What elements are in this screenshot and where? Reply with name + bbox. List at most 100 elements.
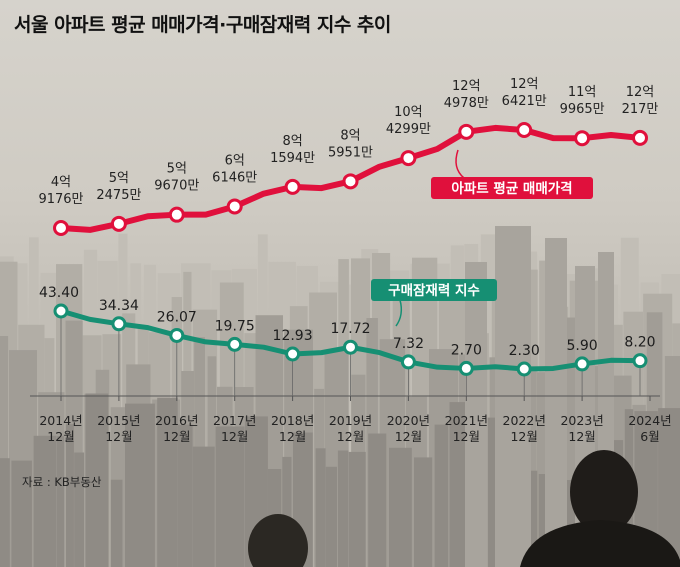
x-tick-label: 2020년 12월 xyxy=(387,413,430,444)
index-point xyxy=(574,356,590,372)
building xyxy=(110,479,123,567)
building xyxy=(33,435,57,567)
index-data-label: 7.32 xyxy=(393,336,424,352)
price-data-label: 4억 9176만 xyxy=(38,175,83,207)
city-background xyxy=(0,226,680,567)
index-data-label: 5.90 xyxy=(567,338,598,354)
index-data-label: 19.75 xyxy=(215,318,255,334)
building xyxy=(414,457,433,567)
building xyxy=(85,393,109,567)
price-callout-line xyxy=(455,149,465,179)
index-legend-label: 구매잠재력 지수 xyxy=(388,282,480,299)
index-callout-line xyxy=(395,299,403,327)
index-data-label: 2.30 xyxy=(509,343,540,359)
price-point xyxy=(226,198,243,215)
x-tick-label: 2019년 12월 xyxy=(329,413,372,444)
price-legend-box xyxy=(431,177,593,199)
building xyxy=(0,458,10,567)
price-data-label: 6억 6146만 xyxy=(212,153,257,185)
building xyxy=(434,424,449,567)
x-tick-label: 2018년 12월 xyxy=(271,413,314,444)
x-tick-label: 2016년 12월 xyxy=(155,413,198,444)
price-point xyxy=(574,130,591,147)
x-tick-label: 2014년 12월 xyxy=(39,413,82,444)
index-series: 43.40 34.34 26.07 19.75 12.93 17.72 7.32 2.70 2.… xyxy=(39,279,656,396)
price-point xyxy=(516,122,533,138)
building xyxy=(368,433,387,567)
x-tick-label: 2017년 12월 xyxy=(213,413,256,444)
index-legend-box xyxy=(371,279,497,301)
x-tick-label: 2022년 12월 xyxy=(503,413,546,444)
price-data-label: 8억 1594만 xyxy=(270,134,315,166)
index-point xyxy=(343,339,358,355)
price-point xyxy=(110,215,127,232)
price-point xyxy=(458,123,475,140)
price-point xyxy=(53,220,69,236)
index-data-label: 12.93 xyxy=(273,328,313,344)
building xyxy=(0,336,9,567)
x-tick-label: 2021년 12월 xyxy=(445,413,488,444)
building xyxy=(337,450,349,567)
price-point xyxy=(400,150,417,167)
index-point xyxy=(516,361,532,377)
price-data-label: 5억 2475만 xyxy=(96,171,141,203)
price-point xyxy=(632,129,648,146)
index-data-label: 8.20 xyxy=(624,335,655,351)
price-point xyxy=(168,206,185,223)
price-data-label: 5억 9670만 xyxy=(154,162,199,194)
index-point xyxy=(285,346,301,362)
price-data-label: 11억 9965만 xyxy=(560,85,605,117)
price-legend-label: 아파트 평균 매매가격 xyxy=(451,180,572,197)
building xyxy=(315,448,326,567)
person-head-right xyxy=(570,450,638,534)
x-tick-label: 2024년 6월 xyxy=(628,413,671,444)
index-data-label: 43.40 xyxy=(39,285,79,301)
building xyxy=(157,397,178,567)
chart-title: 서울 아파트 평균 매매가격·구매잠재력 지수 추이 xyxy=(14,14,391,36)
building xyxy=(56,436,65,567)
building xyxy=(177,424,193,567)
price-data-label: 12억 217만 xyxy=(622,85,659,117)
building xyxy=(282,456,292,567)
x-tick-label: 2015년 12월 xyxy=(97,413,140,444)
building xyxy=(65,424,74,567)
tower xyxy=(465,262,487,567)
building xyxy=(215,426,245,567)
price-data-label: 10억 4299만 xyxy=(386,105,431,137)
tower xyxy=(545,238,567,567)
index-point xyxy=(400,354,416,370)
building xyxy=(449,402,468,567)
price-series: 4억 9176만 5억 2475만 5억 9670만 6억 6146만 8억 1594만 8억 595… xyxy=(38,77,659,236)
index-point xyxy=(227,336,243,352)
price-data-label: 8억 5951만 xyxy=(328,128,373,160)
price-data-label: 12억 4978만 xyxy=(444,79,489,111)
price-data-label: 12억 6421만 xyxy=(502,77,547,109)
index-data-label: 2.70 xyxy=(451,342,482,358)
index-data-label: 34.34 xyxy=(99,298,139,314)
building xyxy=(125,403,155,567)
person-body-right xyxy=(520,520,680,567)
index-data-label: 26.07 xyxy=(157,309,197,325)
building xyxy=(537,372,549,567)
people-silhouettes xyxy=(248,450,680,567)
source-note: 자료 : KB부동산 xyxy=(22,475,102,489)
index-point xyxy=(169,327,185,343)
x-axis: 2014년 12월 2015년 12월 2016년 12월 2017년 12월 2018년 12월… xyxy=(30,395,672,444)
building xyxy=(348,451,366,567)
building xyxy=(74,452,85,567)
index-point xyxy=(111,316,127,332)
price-point xyxy=(342,173,359,190)
price-point xyxy=(284,178,301,195)
building xyxy=(658,408,680,567)
building xyxy=(11,460,32,567)
index-point xyxy=(458,360,474,376)
building xyxy=(325,466,337,567)
index-point xyxy=(632,353,648,369)
index-point xyxy=(53,303,69,319)
building xyxy=(389,447,412,567)
x-tick-label: 2023년 12월 xyxy=(560,413,603,444)
index-data-label: 17.72 xyxy=(330,321,370,337)
building xyxy=(192,446,215,567)
